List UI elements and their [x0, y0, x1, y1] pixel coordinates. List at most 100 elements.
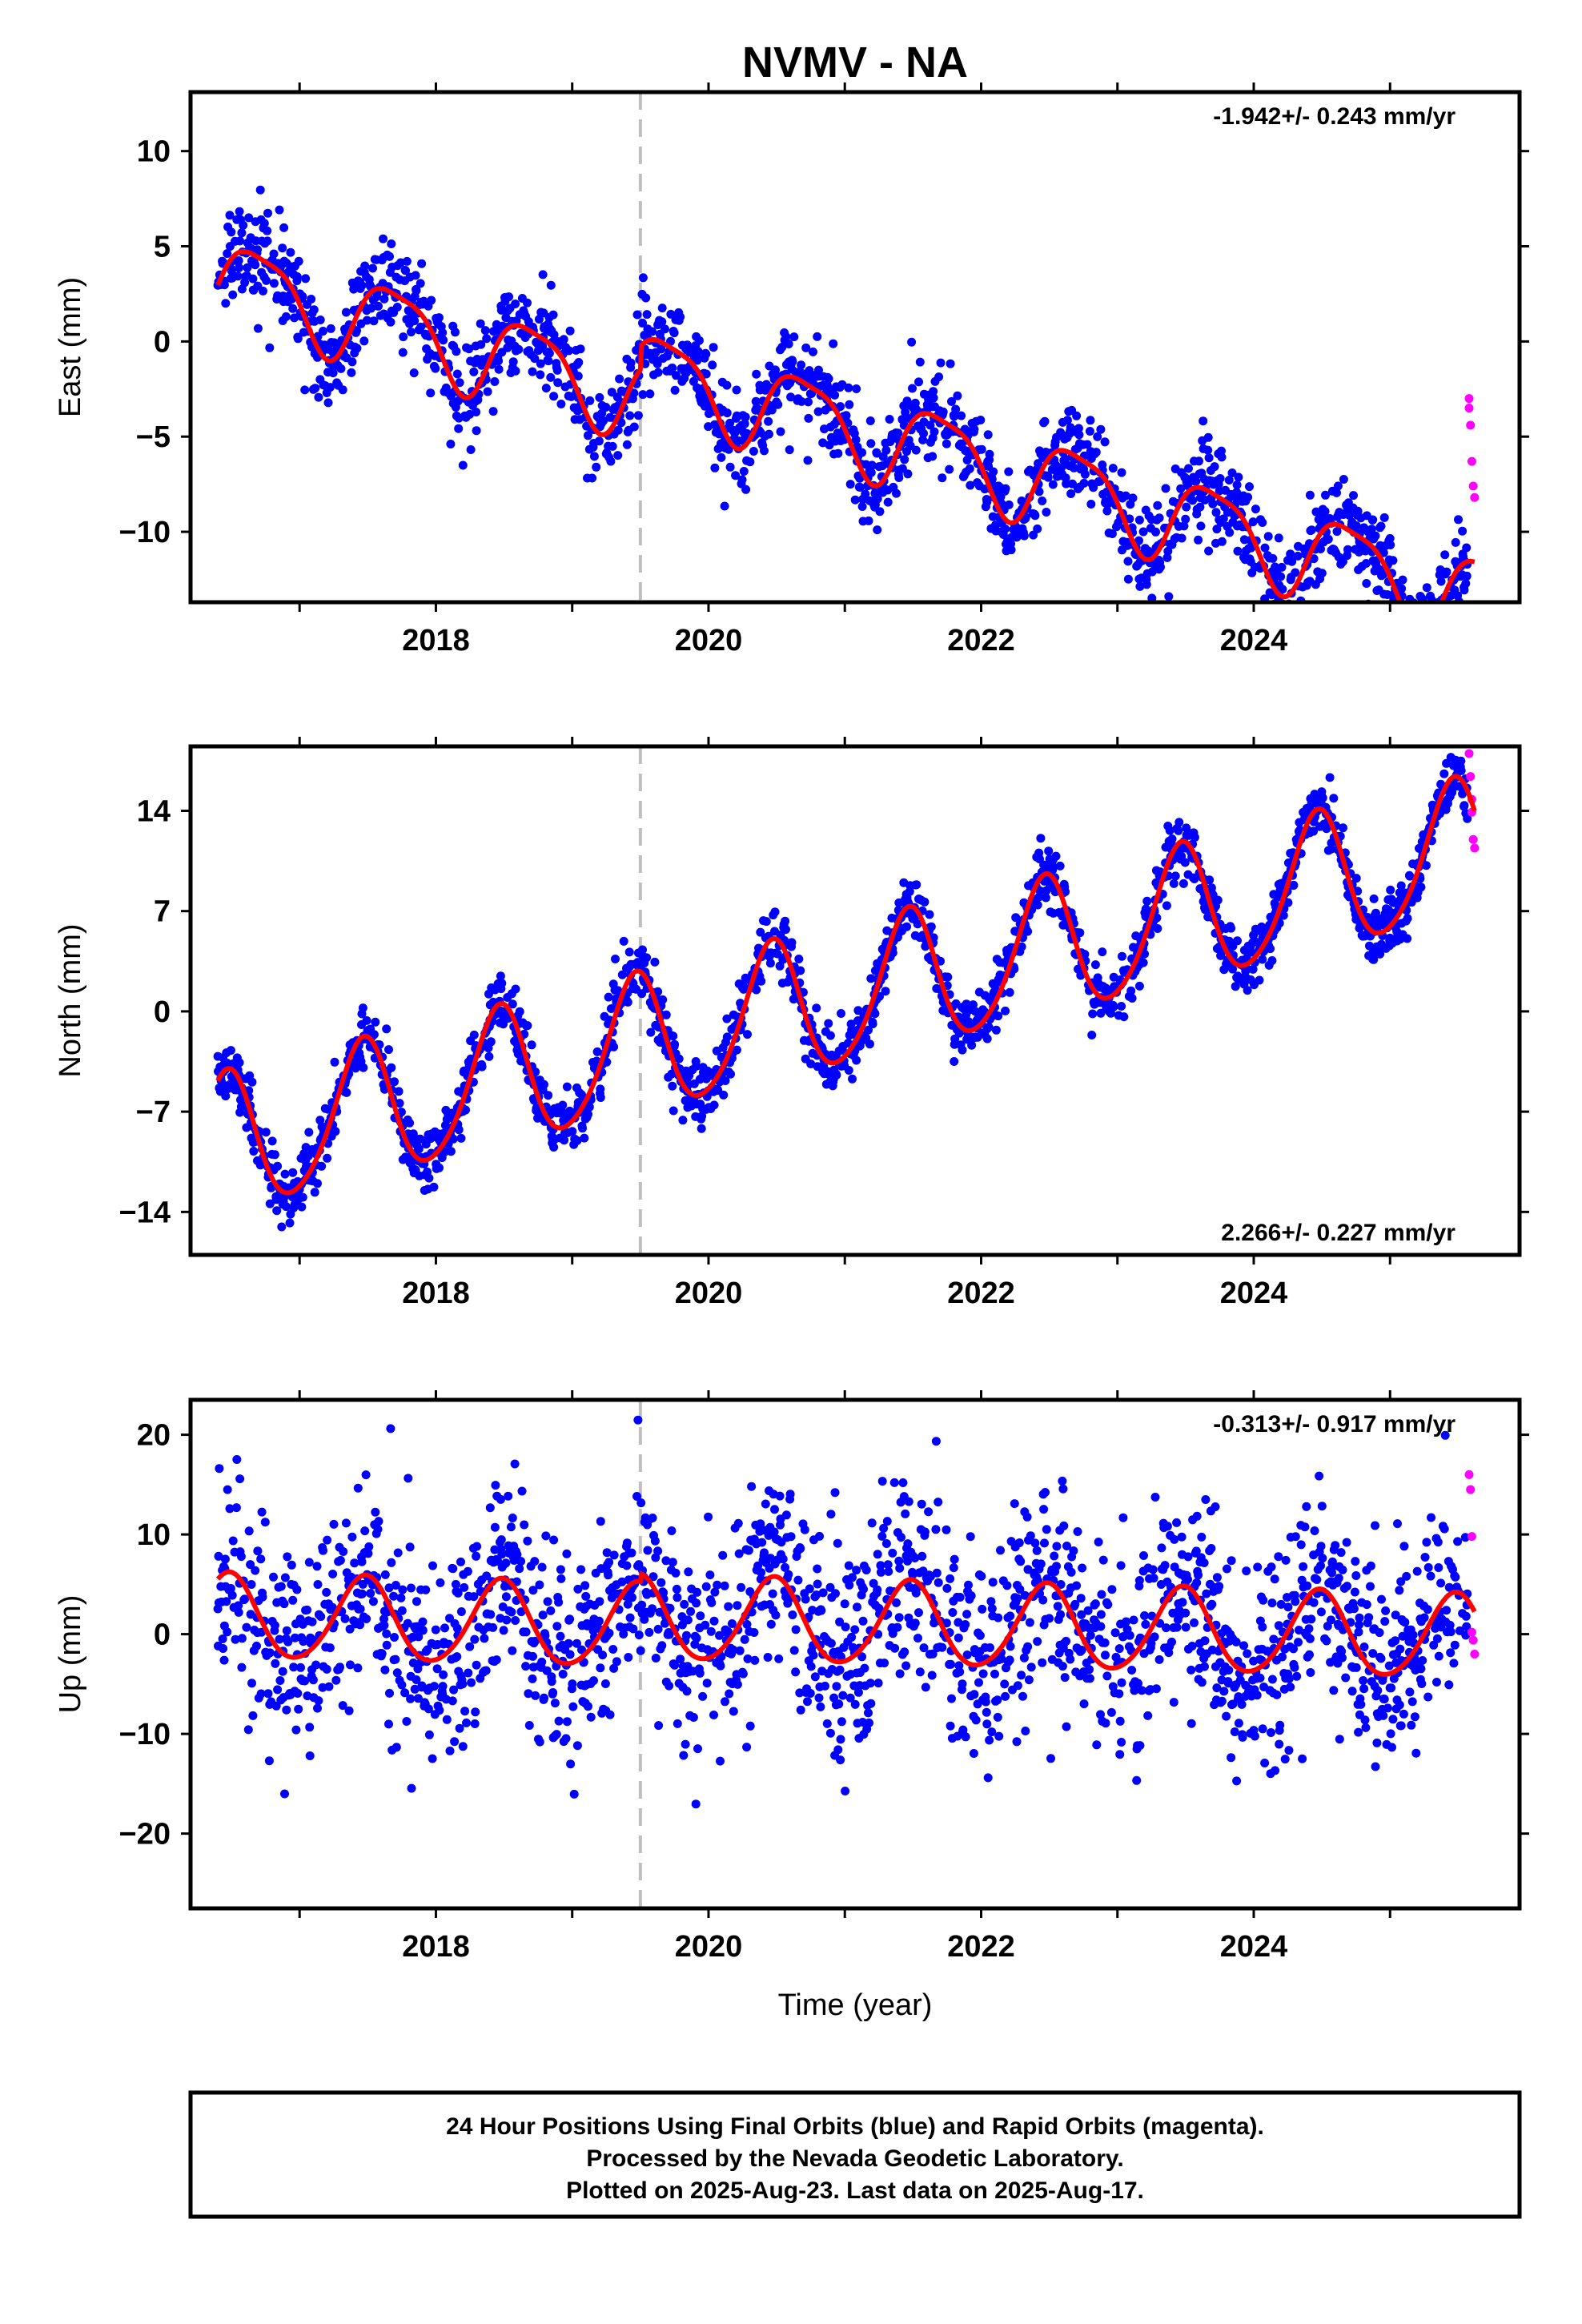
data-point: [316, 1612, 326, 1622]
data-point: [528, 1651, 537, 1661]
data-point: [1307, 525, 1316, 535]
data-point: [244, 1526, 254, 1536]
data-point: [568, 1702, 578, 1711]
data-point: [1080, 950, 1090, 959]
data-point: [358, 1003, 367, 1013]
data-point: [901, 1661, 911, 1671]
data-point: [293, 334, 303, 344]
data-point: [815, 1531, 824, 1541]
data-point: [642, 310, 652, 320]
data-point: [1286, 549, 1295, 559]
data-point: [562, 1082, 572, 1092]
data-point: [231, 1503, 241, 1513]
data-point: [926, 922, 936, 931]
data-point: [280, 1169, 290, 1179]
data-point: [384, 1719, 393, 1729]
data-point: [542, 1666, 552, 1675]
data-point: [221, 1092, 231, 1101]
data-point: [648, 1604, 657, 1614]
data-point: [725, 1689, 734, 1699]
data-point: [602, 1548, 612, 1558]
data-point: [729, 1707, 738, 1716]
data-point: [231, 1634, 240, 1644]
data-point: [982, 1707, 991, 1717]
data-point: [825, 1031, 835, 1040]
data-point: [1177, 533, 1186, 543]
data-point: [991, 1025, 1001, 1035]
data-point: [463, 1566, 472, 1576]
data-point: [1396, 881, 1406, 891]
data-point: [508, 999, 517, 1009]
data-point: [805, 1689, 815, 1698]
data-point: [484, 1051, 494, 1061]
data-point: [1291, 568, 1300, 577]
data-point: [858, 1718, 867, 1727]
data-point: [314, 392, 323, 402]
data-point: [291, 1725, 301, 1735]
data-point: [888, 1629, 897, 1638]
data-point: [994, 1613, 1003, 1622]
data-point: [838, 1691, 848, 1700]
data-point: [1421, 861, 1431, 870]
data-point: [537, 1562, 547, 1572]
data-point: [974, 1678, 983, 1687]
data-point: [427, 296, 436, 305]
data-point: [1062, 479, 1071, 489]
data-point: [873, 1550, 882, 1559]
data-point: [502, 1615, 512, 1625]
data-point: [1098, 947, 1107, 957]
data-point: [893, 428, 903, 438]
data-point: [572, 1638, 581, 1648]
data-point: [877, 1477, 887, 1486]
data-point: [497, 979, 507, 988]
data-point: [405, 1542, 415, 1552]
data-point: [328, 1570, 338, 1578]
data-point: [733, 1518, 743, 1528]
data-point: [558, 1100, 568, 1110]
data-point: [552, 1730, 561, 1739]
data-point: [1392, 607, 1401, 616]
data-point: [753, 1561, 763, 1570]
data-point: [1134, 536, 1143, 545]
data-point: [732, 1045, 741, 1055]
data-point: [279, 1599, 289, 1609]
data-point: [278, 1667, 287, 1676]
data-point: [786, 392, 796, 402]
data-point: [260, 1518, 270, 1527]
data-point: [416, 279, 425, 288]
data-point: [771, 365, 780, 375]
data-point: [235, 263, 244, 272]
data-point: [669, 328, 679, 338]
data-point: [993, 1712, 1002, 1722]
data-point: [573, 372, 583, 381]
data-point: [1323, 534, 1333, 544]
data-point: [1339, 475, 1348, 484]
data-point: [850, 1699, 860, 1709]
data-point: [232, 1455, 242, 1464]
data-point: [448, 1564, 458, 1574]
data-point: [538, 1610, 548, 1620]
data-point: [757, 1568, 766, 1578]
data-point: [548, 1688, 558, 1697]
data-point: [546, 280, 556, 290]
data-point: [534, 315, 544, 324]
data-point: [701, 1620, 710, 1630]
data-point: [1399, 624, 1407, 633]
data-point: [387, 1558, 396, 1567]
data-point: [569, 1789, 579, 1799]
data-point: [641, 293, 651, 303]
data-point: [423, 1645, 432, 1655]
data-point: [279, 223, 289, 232]
data-point: [1182, 502, 1191, 512]
data-point: [521, 1627, 531, 1637]
data-point: [369, 316, 379, 326]
data-point: [572, 1741, 582, 1751]
data-point: [311, 384, 320, 393]
data-point: [269, 249, 279, 259]
rapid-point: [1464, 404, 1474, 413]
data-point: [1419, 606, 1427, 615]
data-point: [466, 445, 476, 454]
data-point: [1232, 480, 1242, 489]
data-point: [920, 1527, 930, 1537]
data-point: [323, 398, 333, 408]
